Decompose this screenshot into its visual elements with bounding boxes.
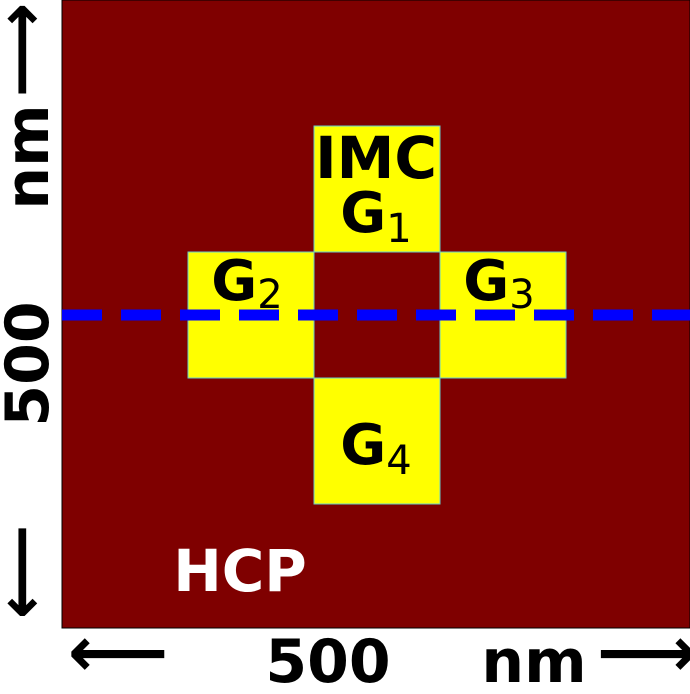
grain-g1-region <box>313 125 441 253</box>
grain-g3-label: G3 <box>463 249 534 318</box>
grain-g1-label: G1 <box>340 181 411 252</box>
imc-label: IMC <box>315 124 437 192</box>
y-up-arrow-icon: ⟶ <box>0 3 59 98</box>
y-down-arrow-icon: ⟵ <box>0 525 59 620</box>
grain-g2-label: G2 <box>211 249 282 318</box>
x-right-arrow-icon: ⟶ <box>597 611 690 693</box>
hcp-label: HCP <box>173 537 307 605</box>
x-scale-unit: nm <box>481 627 586 694</box>
x-left-arrow-icon: ⟵ <box>68 611 168 693</box>
y-scale-unit: nm <box>0 104 63 209</box>
grain-g4-region <box>313 377 441 505</box>
y-scale-value: 500 <box>0 301 63 426</box>
grain-g4-label: G4 <box>340 413 411 484</box>
x-scale-value: 500 <box>265 627 390 694</box>
